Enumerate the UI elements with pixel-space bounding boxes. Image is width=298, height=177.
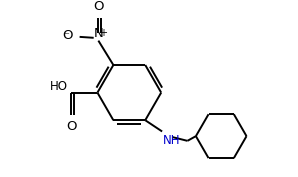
Text: O: O <box>63 29 73 42</box>
Text: O: O <box>66 120 76 133</box>
Text: NH: NH <box>163 134 181 147</box>
Text: O: O <box>93 0 104 13</box>
Text: N: N <box>94 27 103 40</box>
Text: ⁻: ⁻ <box>63 31 69 41</box>
Text: HO: HO <box>50 81 68 93</box>
Text: +: + <box>100 28 108 38</box>
